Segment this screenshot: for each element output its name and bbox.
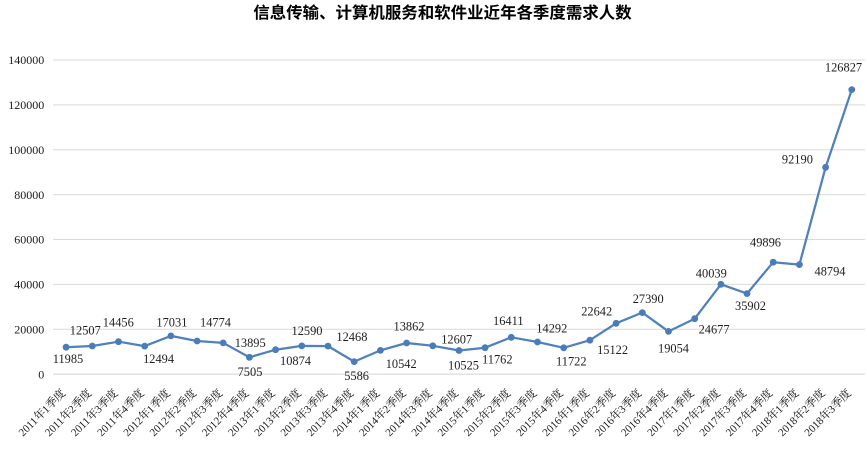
svg-text:12494: 12494 [143, 352, 174, 366]
svg-text:13862: 13862 [394, 319, 425, 333]
svg-text:12607: 12607 [441, 332, 472, 346]
svg-text:11762: 11762 [482, 353, 513, 367]
svg-text:140000: 140000 [8, 53, 44, 67]
svg-text:49896: 49896 [750, 236, 781, 250]
svg-text:100000: 100000 [8, 143, 44, 157]
svg-text:27390: 27390 [633, 292, 664, 306]
svg-text:120000: 120000 [8, 98, 44, 112]
svg-text:17031: 17031 [156, 316, 187, 330]
svg-text:12468: 12468 [336, 330, 367, 344]
svg-text:92190: 92190 [782, 153, 813, 167]
svg-text:40039: 40039 [696, 266, 727, 280]
svg-text:11722: 11722 [556, 355, 587, 369]
svg-text:10874: 10874 [280, 354, 311, 368]
svg-text:14292: 14292 [536, 322, 567, 336]
svg-text:14456: 14456 [103, 315, 134, 329]
svg-text:40000: 40000 [14, 278, 44, 292]
svg-text:19054: 19054 [658, 342, 689, 356]
svg-text:80000: 80000 [14, 188, 44, 202]
svg-text:16411: 16411 [493, 314, 524, 328]
svg-text:35902: 35902 [735, 299, 766, 313]
svg-text:20000: 20000 [14, 322, 44, 336]
svg-text:7505: 7505 [238, 365, 263, 379]
svg-text:60000: 60000 [14, 233, 44, 247]
svg-text:5586: 5586 [344, 369, 369, 383]
svg-text:14774: 14774 [200, 315, 231, 329]
svg-text:10542: 10542 [386, 357, 417, 371]
svg-text:0: 0 [38, 367, 44, 381]
svg-text:12507: 12507 [70, 324, 101, 338]
svg-text:11985: 11985 [53, 352, 84, 366]
svg-text:126827: 126827 [825, 61, 862, 75]
svg-text:48794: 48794 [815, 265, 846, 279]
svg-text:13895: 13895 [235, 336, 266, 350]
svg-text:24677: 24677 [699, 323, 730, 337]
svg-text:12590: 12590 [292, 324, 323, 338]
svg-text:15122: 15122 [597, 343, 628, 357]
svg-text:22642: 22642 [581, 304, 612, 318]
svg-text:10525: 10525 [448, 358, 479, 372]
